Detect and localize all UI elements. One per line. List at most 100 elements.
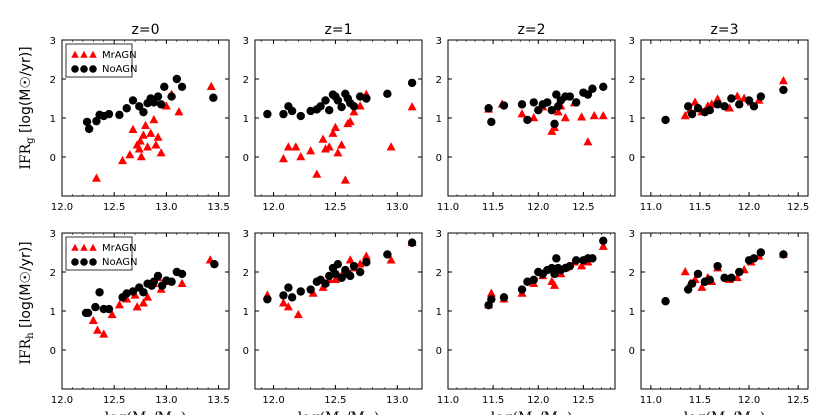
x-tick-label: 13.5 [207,395,229,406]
point-noagn [263,295,272,304]
panel-ifrg-2: z=1 0 1 2 3 12.0 12.5 13.0 [243,22,423,213]
x-tick-label: 12.5 [572,395,594,406]
legend-label-mragn: MrAGN [102,50,137,61]
point-noagn [683,102,693,111]
point-mragn [598,111,608,120]
legend-marker-noagn [71,65,79,73]
point-mragn [143,292,153,301]
x-tick-label: 12.0 [51,202,73,213]
point-noagn [687,109,697,119]
point-noagn [321,96,330,105]
y-tick-label: 1 [50,114,56,125]
point-noagn [333,260,343,269]
legend-marker-noagn [71,258,79,266]
x-tick-label: 11.0 [640,395,662,406]
point-noagn [153,92,163,101]
legend-label-mragn: MrAGN [102,243,137,254]
point-mragn [330,274,340,284]
y-tick-label: 1 [629,307,635,318]
point-noagn [517,285,527,294]
point-mragn [598,241,608,250]
point-mragn [296,152,306,161]
x-axis-label: log(Mh/M☉) [491,410,573,415]
point-noagn [583,90,593,99]
point-mragn [583,137,593,146]
point-noagn [735,100,744,109]
point-noagn [325,106,334,115]
panel-ifrh-1: 0 1 2 3 12.0 12.5 13.0 13.5 MrAGN NoAGN log(Mh/M☉) [50,229,230,415]
point-noagn [122,104,131,113]
x-tick-label: 11.5 [689,395,711,406]
panel-ifrh-4: 0 1 2 3 11.0 11.5 12.0 12.5 log(Mh/M☉) [629,229,810,415]
point-mragn [91,173,101,182]
panel-title: z=0 [132,22,160,38]
point-noagn [139,288,148,297]
point-noagn [484,104,493,113]
x-tick-label: 12.5 [572,202,594,213]
point-mragn [340,175,350,184]
panel-ifrg-3: z=2 0 1 2 3 11.0 11.5 12.0 12.5 [436,22,616,213]
point-mragn [146,128,156,137]
point-noagn [362,258,371,267]
point-noagn [139,107,148,117]
point-noagn [333,96,343,105]
y-tick-label: 2 [629,75,635,86]
point-noagn [744,96,754,105]
point-noagn [756,92,766,101]
point-noagn [523,115,532,125]
point-mragn [690,97,700,106]
point-mragn [278,298,288,307]
y-tick-label: 2 [436,268,442,279]
point-mragn [349,107,359,116]
x-tick-label: 11.0 [640,202,662,213]
point-noagn [487,117,496,127]
point-noagn [779,85,788,95]
point-noagn [529,275,538,284]
legend: MrAGN NoAGN [65,43,138,78]
point-noagn [599,82,608,92]
point-noagn [167,92,176,101]
point-mragn [386,142,396,151]
y-tick-label: 1 [629,114,635,125]
point-mragn [386,255,396,264]
panel-title: z=3 [711,22,739,38]
point-mragn [486,288,496,297]
legend-marker-mragn [89,243,97,251]
point-noagn [523,277,532,286]
point-noagn [499,101,509,110]
legend-marker-mragn [71,243,79,251]
legend-marker-noagn [89,258,97,266]
point-noagn [84,124,94,134]
point-noagn [172,74,182,84]
point-noagn [735,267,744,277]
point-noagn [149,98,159,107]
point-noagn [383,89,392,99]
point-mragn [141,120,150,130]
x-tick-label: 12.0 [527,395,549,406]
point-mragn [138,130,148,139]
y-tick-label: 3 [50,229,56,240]
point-mragn [206,81,216,91]
point-mragn [291,142,301,151]
x-tick-label: 12.0 [738,395,760,406]
point-noagn [321,279,330,288]
point-mragn [293,309,303,319]
point-mragn [138,298,148,307]
legend-marker-mragn [71,50,79,58]
point-mragn [345,116,355,126]
y-tick-label: 1 [50,307,56,318]
axes-frame [254,39,423,197]
legend: MrAGN NoAGN [65,236,138,271]
point-noagn [487,295,496,304]
point-noagn [713,261,722,271]
point-noagn [284,283,293,292]
legend-marker-mragn [80,243,88,251]
x-tick-label: 11.5 [689,202,711,213]
point-mragn [177,278,187,287]
point-mragn [324,142,334,151]
point-noagn [362,94,371,103]
point-mragn [318,134,328,143]
y-tick-label: 1 [243,307,249,318]
y-tick-label: 3 [436,229,442,240]
